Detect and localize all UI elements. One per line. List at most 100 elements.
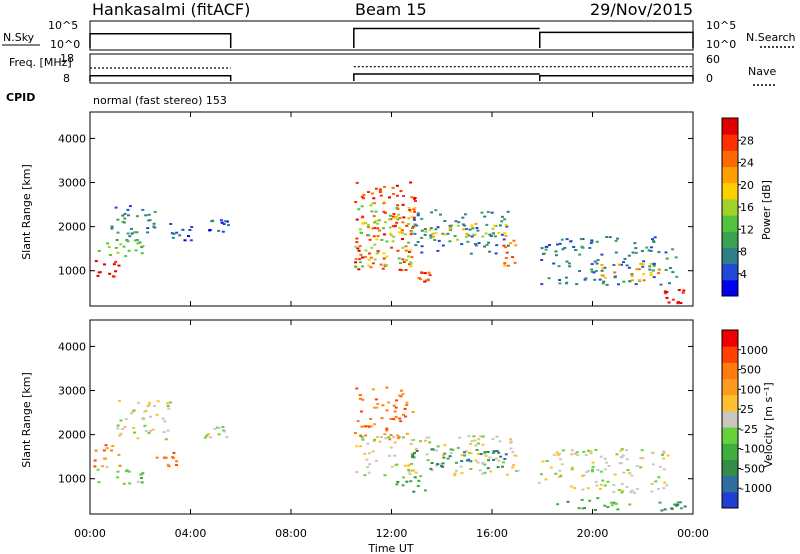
scatter-cell xyxy=(639,457,643,460)
scatter-cell xyxy=(481,235,485,238)
scatter-cell xyxy=(603,468,607,471)
scatter-cell xyxy=(617,489,621,491)
scatter-cell xyxy=(552,453,556,456)
scatter-cell xyxy=(388,196,391,199)
scatter-cell xyxy=(368,252,371,255)
scatter-cell xyxy=(117,453,121,456)
scatter-cell xyxy=(500,233,504,236)
noise-right-tick-bottom: 10^0 xyxy=(706,38,736,51)
scatter-cell xyxy=(395,399,399,402)
scatter-cell xyxy=(396,480,400,483)
scatter-cell xyxy=(613,473,617,476)
scatter-cell xyxy=(408,250,411,253)
scatter-cell xyxy=(359,434,363,437)
scatter-cell xyxy=(204,436,207,439)
scatter-cell xyxy=(625,264,629,267)
scatter-cell xyxy=(399,262,402,265)
scatter-cell xyxy=(441,232,445,235)
scatter-cell xyxy=(467,234,471,237)
scatter-cell xyxy=(410,196,414,199)
scatter-cell xyxy=(584,277,588,280)
scatter-cell xyxy=(411,454,415,456)
scatter-cell xyxy=(223,220,227,223)
scatter-cell xyxy=(503,264,507,267)
scatter-cell xyxy=(458,436,462,439)
scatter-cell xyxy=(441,454,445,456)
scatter-cell xyxy=(635,487,639,490)
scatter-cell xyxy=(620,263,623,266)
scatter-cell xyxy=(385,255,389,258)
scatter-cell xyxy=(639,466,643,469)
scatter-cell xyxy=(494,252,498,255)
scatter-cell xyxy=(414,244,418,247)
scatter-cell xyxy=(219,219,223,222)
scatter-cell xyxy=(455,461,458,464)
scatter-cell xyxy=(151,428,155,431)
scatter-cell xyxy=(460,453,464,456)
scatter-cell xyxy=(392,235,396,238)
scatter-cell xyxy=(621,489,625,492)
scatter-cell xyxy=(375,406,379,409)
scatter-cell xyxy=(634,247,638,250)
scatter-cell xyxy=(676,501,680,504)
scatter-cell xyxy=(370,425,373,428)
scatter-cell xyxy=(679,507,683,510)
scatter-cell xyxy=(376,222,379,225)
scatter-cell xyxy=(418,440,422,443)
scatter-cell xyxy=(381,267,385,270)
scatter-cell xyxy=(404,249,408,252)
scatter-cell xyxy=(393,217,397,220)
scatter-cell xyxy=(449,224,453,227)
scatter-cell xyxy=(430,211,434,214)
scatter-cell xyxy=(504,234,508,237)
scatter-cell xyxy=(429,234,433,237)
scatter-cell xyxy=(502,244,506,247)
scatter-cell xyxy=(414,200,417,202)
scatter-cell xyxy=(149,415,153,418)
scatter-cell xyxy=(103,263,106,266)
scatter-cell xyxy=(598,278,602,281)
scatter-cell xyxy=(119,243,123,246)
scatter-cell xyxy=(407,206,411,209)
scatter-cell xyxy=(371,202,375,205)
scatter-cell xyxy=(625,486,629,488)
y-tick-label: 2000 xyxy=(58,221,86,234)
scatter-cell xyxy=(558,469,562,472)
scatter-cell xyxy=(651,463,655,466)
scatter-cell xyxy=(155,413,159,416)
scatter-cell xyxy=(617,263,621,266)
scatter-cell xyxy=(586,487,590,490)
scatter-cell xyxy=(454,220,458,223)
scatter-cell xyxy=(397,213,401,216)
scatter-cell xyxy=(614,502,618,505)
scatter-cell xyxy=(96,274,100,277)
scatter-cell xyxy=(676,503,680,506)
scatter-cell xyxy=(490,211,494,214)
scatter-cell xyxy=(614,239,618,242)
scatter-cell xyxy=(650,482,654,485)
scatter-cell xyxy=(489,235,493,237)
scatter-cell xyxy=(662,450,666,453)
scatter-cell xyxy=(366,226,370,229)
time-x-axis: 00:00 04:00 08:00 12:00 16:00 20:00 00:00 xyxy=(74,112,709,540)
beam-title: Beam 15 xyxy=(355,0,427,19)
scatter-cell xyxy=(613,276,617,279)
scatter-cell xyxy=(367,234,371,237)
scatter-cell xyxy=(648,265,652,268)
scatter-cell xyxy=(443,444,447,447)
scatter-cell xyxy=(178,234,182,237)
scatter-cell xyxy=(122,245,126,248)
scatter-cell xyxy=(498,224,502,227)
scatter-cell xyxy=(456,446,460,449)
scatter-cell xyxy=(652,276,656,279)
scatter-cell xyxy=(392,404,396,407)
scatter-cell xyxy=(498,440,502,443)
scatter-cell xyxy=(620,491,624,494)
scatter-cell xyxy=(455,469,458,472)
velocity-y-label: Slant Range [km] xyxy=(20,372,33,468)
scatter-cell xyxy=(495,450,499,453)
scatter-cell xyxy=(463,451,466,454)
velocity-panel: 1000 2000 3000 4000 Slant Range [km] 1000 50… xyxy=(20,112,775,554)
scatter-cell xyxy=(635,465,639,467)
scatter-cell xyxy=(398,394,401,397)
